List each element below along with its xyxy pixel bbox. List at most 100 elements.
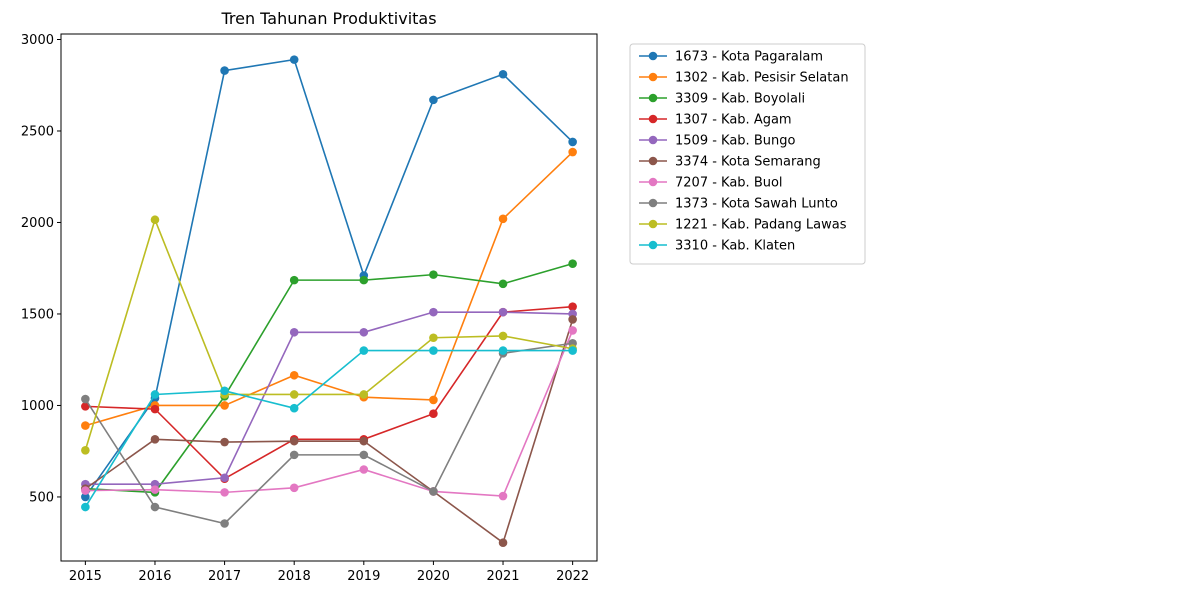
legend-label: 3310 - Kab. Klaten (675, 239, 795, 254)
series-line (84, 58, 574, 498)
legend-entry: 1302 - Kab. Pesisir Selatan (639, 71, 849, 86)
data-point (429, 333, 438, 343)
data-point (498, 307, 508, 317)
data-point (220, 386, 229, 396)
data-point (150, 215, 160, 225)
y-tick-label: 500 (29, 490, 54, 505)
data-point (220, 473, 229, 483)
series-1 (81, 55, 577, 502)
series-line (85, 151, 574, 427)
legend-entry: 1307 - Kab. Agam (639, 113, 792, 128)
data-point (220, 437, 229, 447)
legend-label: 1302 - Kab. Pesisir Selatan (675, 71, 849, 86)
legend-frame (629, 43, 866, 265)
y-tick-label: 2500 (21, 124, 54, 139)
data-point (81, 502, 90, 512)
data-point (150, 404, 160, 414)
data-point (359, 390, 369, 399)
data-point (150, 485, 160, 494)
data-point (568, 346, 577, 355)
y-tick-label: 2000 (21, 216, 54, 231)
data-point (498, 69, 508, 79)
data-point (359, 275, 369, 285)
x-tick-label: 2015 (69, 569, 102, 584)
y-tick-label: 1500 (21, 307, 54, 322)
data-point (81, 492, 90, 502)
data-point (568, 315, 577, 324)
legend-label: 3374 - Kota Semarang (675, 155, 821, 170)
plot-area (81, 55, 577, 548)
data-point (150, 390, 160, 399)
data-point (81, 486, 90, 495)
data-point (429, 395, 438, 405)
data-point (429, 346, 438, 355)
data-point (568, 147, 577, 157)
data-point (568, 259, 577, 268)
data-point (150, 502, 160, 512)
data-point (498, 331, 508, 341)
data-point (498, 538, 508, 548)
data-point (498, 279, 508, 289)
series-3 (81, 259, 577, 497)
data-point (568, 302, 577, 311)
data-point (359, 346, 369, 355)
legend-entry: 3310 - Kab. Klaten (639, 239, 795, 254)
data-point (81, 402, 90, 411)
legend-marker (648, 93, 658, 103)
legend-entry: 1373 - Kota Sawah Lunto (639, 197, 838, 212)
series-9 (81, 215, 577, 455)
data-point (498, 491, 508, 501)
x-tick-label: 2016 (138, 569, 171, 584)
series-line (84, 217, 573, 451)
legend-marker (648, 198, 658, 208)
legend-entry: 1673 - Kota Pagaralam (639, 50, 823, 65)
data-point (220, 66, 229, 75)
y-tick-label: 3000 (21, 33, 54, 48)
data-point (359, 450, 369, 460)
data-point (289, 275, 299, 285)
legend-marker (648, 240, 658, 250)
data-point (429, 307, 438, 317)
series-line (85, 262, 573, 494)
data-point (289, 390, 299, 399)
legend-entry: 1221 - Kab. Padang Lawas (639, 218, 847, 233)
data-point (429, 270, 438, 279)
data-point (289, 483, 299, 493)
legend-marker (648, 177, 658, 187)
legend-label: 1307 - Kab. Agam (675, 113, 792, 128)
data-point (81, 445, 90, 455)
axes: 2015 2016 2017 2018 2019 2020 2021 2022 500 1000 1… (21, 33, 598, 584)
x-tick-label: 2020 (417, 569, 450, 584)
y-tick-label: 1000 (21, 399, 54, 414)
legend-marker (648, 114, 658, 124)
legend: 1673 - Kota Pagaralam 1302 - Kab. Pesisir… (629, 43, 866, 265)
x-tick-label: 2017 (208, 569, 241, 584)
data-point (359, 436, 369, 446)
x-tick-label: 2019 (347, 569, 380, 584)
data-point (359, 327, 369, 337)
legend-label: 3309 - Kab. Boyolali (675, 92, 805, 107)
legend-marker (648, 51, 658, 61)
legend-entry: 7207 - Kab. Buol (639, 176, 783, 191)
x-tick-label: 2021 (486, 569, 519, 584)
series-line (85, 305, 573, 480)
series-line (84, 342, 573, 525)
data-point (498, 346, 508, 355)
legend-label: 1373 - Kota Sawah Lunto (675, 197, 838, 212)
legend-marker (648, 135, 658, 145)
x-tick-label: 2022 (556, 569, 589, 584)
legend-entry: 1509 - Kab. Bungo (639, 134, 795, 149)
legend-marker (648, 72, 658, 82)
data-point (568, 326, 577, 335)
data-point (498, 214, 508, 224)
legend-entry: 3309 - Kab. Boyolali (639, 92, 805, 107)
series-line (84, 349, 573, 508)
legend-label: 1221 - Kab. Padang Lawas (675, 218, 847, 233)
legend-label: 1673 - Kota Pagaralam (675, 50, 823, 65)
data-point (81, 394, 90, 404)
data-point (220, 519, 229, 528)
data-point (220, 401, 229, 410)
x-tick-label: 2018 (278, 569, 311, 584)
plot-frame (60, 33, 598, 562)
